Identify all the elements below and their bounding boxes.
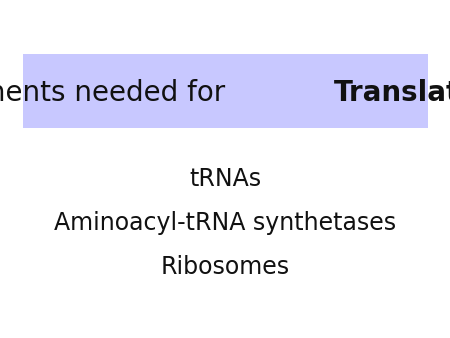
Text: Ribosomes: Ribosomes <box>161 255 289 279</box>
Text: Translation: Translation <box>334 79 450 107</box>
Text: Components needed for: Components needed for <box>0 79 234 107</box>
Text: tRNAs: tRNAs <box>189 167 261 191</box>
FancyBboxPatch shape <box>22 54 427 128</box>
Text: Aminoacyl-tRNA synthetases: Aminoacyl-tRNA synthetases <box>54 211 396 235</box>
